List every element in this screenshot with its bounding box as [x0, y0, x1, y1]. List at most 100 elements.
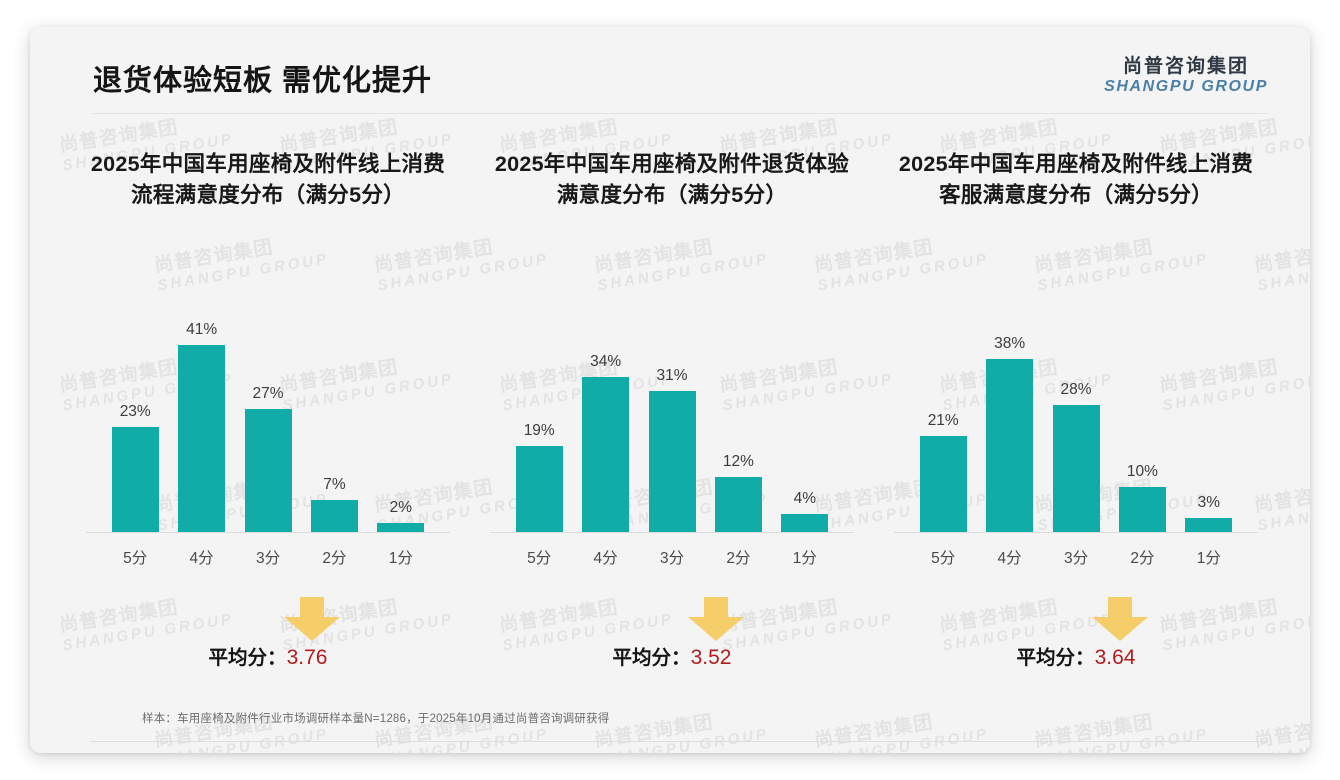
bar-value-label: 21%: [927, 412, 959, 430]
bar-rectangle: [111, 427, 159, 533]
bar-rectangle: [377, 522, 425, 533]
bar-value-label: 31%: [656, 366, 688, 384]
x-axis-labels: 5分 4分 3分 2分 1分: [910, 546, 1242, 568]
x-axis-tick-label: 2分: [1130, 550, 1155, 567]
bar-chart-plot: 19% 34% 31% 12% 4% 5分 4分 3分 2分 1分: [482, 295, 862, 567]
bar-series: 21% 38% 28% 10% 3%: [910, 297, 1242, 533]
sample-footnote: 样本：车用座椅及附件行业市场调研样本量N=1286，于2025年10月通过尚普咨…: [142, 713, 610, 725]
bar-item[interactable]: 23%: [102, 297, 168, 533]
bar-item[interactable]: 38%: [976, 297, 1042, 533]
x-axis-labels: 5分 4分 3分 2分 1分: [506, 546, 838, 568]
bar-rectangle: [244, 409, 292, 533]
down-arrow-icon: [1092, 597, 1148, 642]
x-axis-tick-label: 1分: [792, 550, 817, 567]
charts-row: 2025年中国车用座椅及附件线上消费流程满意度分布（满分5分） 23% 41% 27%…: [66, 149, 1278, 679]
chart-title: 2025年中国车用座椅及附件线上消费流程满意度分布（满分5分）: [90, 152, 446, 207]
x-axis-tick-label: 4分: [997, 550, 1022, 567]
slide-card: 尚普咨询集团 SHANGPU GROUP 尚普咨询集团 SHANGPU GROUP 尚普…: [30, 27, 1310, 753]
average-score-block: 平均分：3.64: [886, 597, 1266, 679]
average-score-block: 平均分：3.76: [78, 597, 458, 679]
bar-chart-plot: 23% 41% 27% 7% 2% 5分 4分 3分 2分 1分: [78, 295, 458, 567]
bar-value-label: 4%: [793, 489, 817, 507]
average-score-label: 平均分：: [1016, 647, 1095, 670]
chart-title: 2025年中国车用座椅及附件退货体验满意度分布（满分5分）: [494, 152, 850, 207]
x-axis-tick-label: 2分: [322, 550, 347, 567]
bar-series: 19% 34% 31% 12% 4%: [506, 297, 838, 533]
logo-english-text: SHANGPU GROUP: [1104, 77, 1268, 95]
bar-value-label: 28%: [1060, 380, 1092, 398]
bar-item[interactable]: 10%: [1109, 297, 1175, 533]
x-axis-tick-label: 5分: [123, 550, 148, 567]
brand-logo: 尚普咨询集团 SHANGPU GROUP: [1104, 57, 1268, 96]
x-axis-labels: 5分 4分 3分 2分 1分: [102, 546, 434, 568]
slide-header: 退货体验短板 需优化提升 尚普咨询集团 SHANGPU GROUP: [30, 27, 1310, 113]
x-axis-tick-label: 3分: [659, 550, 685, 567]
bar-value-label: 7%: [323, 476, 346, 494]
bar-rectangle: [582, 377, 630, 533]
bar-item[interactable]: 21%: [910, 297, 976, 533]
chart-panel-1: 2025年中国车用座椅及附件线上消费流程满意度分布（满分5分） 23% 41% 27%…: [66, 149, 470, 679]
bar-rectangle: [310, 500, 358, 533]
average-score-value: 3.52: [690, 646, 732, 670]
bar-rectangle: [714, 477, 762, 533]
average-score-block: 平均分：3.52: [482, 597, 862, 679]
bar-value-label: 2%: [389, 498, 413, 516]
average-score-line: 平均分：3.64: [886, 641, 1266, 670]
bar-item[interactable]: 7%: [301, 297, 367, 533]
bar-item[interactable]: 2%: [368, 297, 434, 533]
bar-rectangle: [1185, 518, 1233, 533]
bar-value-label: 23%: [119, 403, 151, 421]
bar-item[interactable]: 31%: [639, 297, 705, 533]
chart-panel-2: 2025年中国车用座椅及附件退货体验满意度分布（满分5分） 19% 34% 31% 12…: [470, 149, 874, 679]
x-axis-tick-label: 5分: [931, 550, 956, 567]
bar-chart-plot: 21% 38% 28% 10% 3% 5分 4分 3分 2分 1分: [886, 295, 1266, 567]
bar-rectangle: [1052, 404, 1100, 533]
x-axis-tick-label: 1分: [1196, 550, 1221, 567]
x-axis-tick-label: 2分: [726, 550, 751, 567]
x-axis-tick-label: 3分: [1063, 550, 1089, 567]
bar-value-label: 41%: [186, 321, 218, 339]
x-axis-tick-label: 4分: [189, 550, 214, 567]
x-axis-tick-label: 4分: [593, 550, 618, 567]
header-divider: [93, 113, 1268, 114]
chart-panel-3: 2025年中国车用座椅及附件线上消费客服满意度分布（满分5分） 21% 38% 28%…: [874, 149, 1278, 679]
average-score-value: 3.76: [286, 646, 328, 670]
down-arrow-icon: [688, 597, 744, 642]
bar-value-label: 19%: [523, 421, 555, 439]
bar-item[interactable]: 4%: [772, 297, 838, 533]
bar-value-label: 38%: [994, 334, 1026, 352]
average-score-label: 平均分：: [612, 647, 691, 670]
axis-baseline: [894, 532, 1258, 534]
bar-value-label: 10%: [1126, 462, 1158, 480]
slide-footer: ©2025.12 SHANGPU GROUP www.shangpu-china…: [30, 742, 1310, 753]
bar-rectangle: [1118, 486, 1166, 533]
bar-item[interactable]: 41%: [168, 297, 234, 533]
average-score-value: 3.64: [1094, 646, 1136, 670]
bar-item[interactable]: 27%: [235, 297, 301, 533]
bar-item[interactable]: 12%: [705, 297, 771, 533]
x-axis-tick-label: 1分: [388, 550, 413, 567]
bar-rectangle: [986, 358, 1034, 533]
average-score-line: 平均分：3.52: [482, 641, 862, 670]
chart-title: 2025年中国车用座椅及附件线上消费客服满意度分布（满分5分）: [898, 152, 1254, 207]
bar-item[interactable]: 28%: [1043, 297, 1109, 533]
bar-item[interactable]: 19%: [506, 297, 572, 533]
x-axis-tick-label: 3分: [255, 550, 281, 567]
page-title: 退货体验短板 需优化提升: [93, 65, 433, 97]
bar-item[interactable]: 3%: [1176, 297, 1242, 533]
footer-divider: [90, 741, 1268, 742]
bar-rectangle: [648, 390, 696, 533]
bar-item[interactable]: 34%: [572, 297, 638, 533]
bar-rectangle: [178, 345, 226, 533]
bar-value-label: 12%: [722, 453, 754, 471]
down-arrow-icon: [284, 597, 340, 642]
bar-value-label: 34%: [590, 353, 622, 371]
axis-baseline: [86, 532, 450, 534]
bar-value-label: 27%: [252, 385, 284, 403]
average-score-line: 平均分：3.76: [78, 641, 458, 670]
bar-rectangle: [781, 513, 829, 533]
bar-series: 23% 41% 27% 7% 2%: [102, 297, 434, 533]
average-score-label: 平均分：: [208, 647, 287, 670]
logo-chinese-text: 尚普咨询集团: [1123, 56, 1250, 77]
bar-rectangle: [515, 445, 563, 533]
